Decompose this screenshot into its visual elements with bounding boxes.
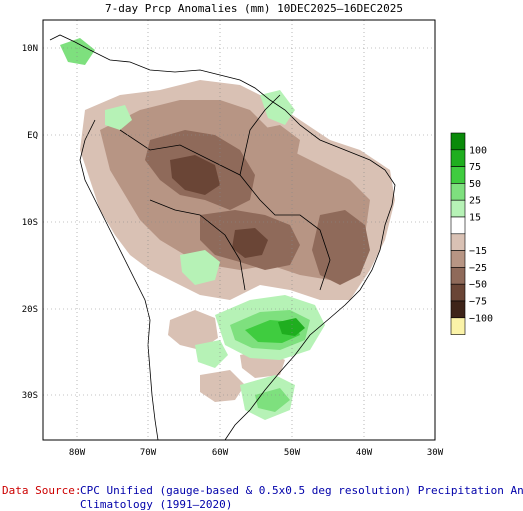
dry-anomaly-region: [232, 228, 268, 258]
legend-swatch: [450, 250, 466, 268]
dry-anomaly-region: [255, 125, 300, 170]
longitude-label: 80W: [69, 448, 86, 458]
country-border: [239, 94, 281, 176]
dry-anomaly-region: [168, 310, 218, 350]
legend-swatch: [450, 267, 466, 285]
country-border: [149, 199, 246, 291]
longitude-labels: 80W 70W 60W 50W 40W 30W: [69, 448, 444, 458]
plot-frame: [42, 19, 436, 441]
legend-label: −15: [469, 246, 487, 257]
wet-anomaly-region: [255, 388, 290, 412]
longitude-label: 30W: [427, 448, 444, 458]
legend-swatch: [450, 300, 466, 319]
legend-swatch: [450, 183, 466, 201]
longitude-label: 70W: [140, 448, 157, 458]
legend-label: −75: [469, 297, 487, 308]
climatology-text: Climatology (1991–2020): [80, 498, 232, 511]
data-source-text: CPC Unified (gauge-based & 0.5x0.5 deg r…: [80, 484, 523, 497]
legend-label: 50: [469, 179, 481, 190]
color-legend: 100 75 50 25 15 −15 −25 −50 −75 −100: [450, 132, 493, 335]
legend-label: 25: [469, 196, 481, 207]
legend-swatch: [450, 132, 466, 151]
wet-anomaly-region: [60, 38, 95, 65]
legend-label: −50: [469, 280, 487, 291]
coastline-outline: [49, 34, 396, 441]
latitude-label: 20S: [22, 305, 38, 315]
anomaly-shading: [60, 38, 395, 420]
latitude-label: 10S: [22, 218, 38, 228]
country-border: [119, 129, 331, 291]
latitude-label: 30S: [22, 391, 38, 401]
wet-anomaly-region: [278, 318, 305, 336]
dry-anomaly-region: [312, 210, 370, 285]
latitude-label: EQ: [27, 131, 38, 141]
wet-anomaly-region: [105, 105, 132, 130]
legend-swatch: [450, 166, 466, 184]
legend-label: −100: [469, 313, 493, 324]
continent-coastline: [49, 34, 396, 441]
wet-anomaly-region: [180, 250, 220, 285]
latitude-labels: 10N EQ 10S 20S 30S: [22, 44, 38, 401]
legend-swatch: [450, 216, 466, 235]
legend-swatch: [450, 283, 466, 302]
legend-swatch: [450, 199, 466, 218]
legend-label: 15: [469, 213, 481, 224]
continent-coastline: [79, 119, 159, 441]
longitude-label: 50W: [284, 448, 301, 458]
dry-anomaly-region: [200, 370, 245, 402]
dry-anomaly-region: [170, 155, 220, 195]
longitude-label: 60W: [212, 448, 229, 458]
data-source-label: Data Source:: [2, 484, 81, 497]
legend-label: 75: [469, 162, 481, 173]
lat-lon-grid: [43, 20, 436, 440]
longitude-label: 40W: [356, 448, 373, 458]
legend-swatch: [450, 233, 466, 251]
legend-label: 100: [469, 145, 487, 156]
legend-swatch: [450, 149, 466, 167]
legend-swatch: [450, 317, 466, 335]
legend-label: −25: [469, 263, 487, 274]
map-title: 7-day Prcp Anomalies (mm) 10DEC2025–16DE…: [105, 2, 403, 15]
latitude-label: 10N: [22, 44, 38, 54]
